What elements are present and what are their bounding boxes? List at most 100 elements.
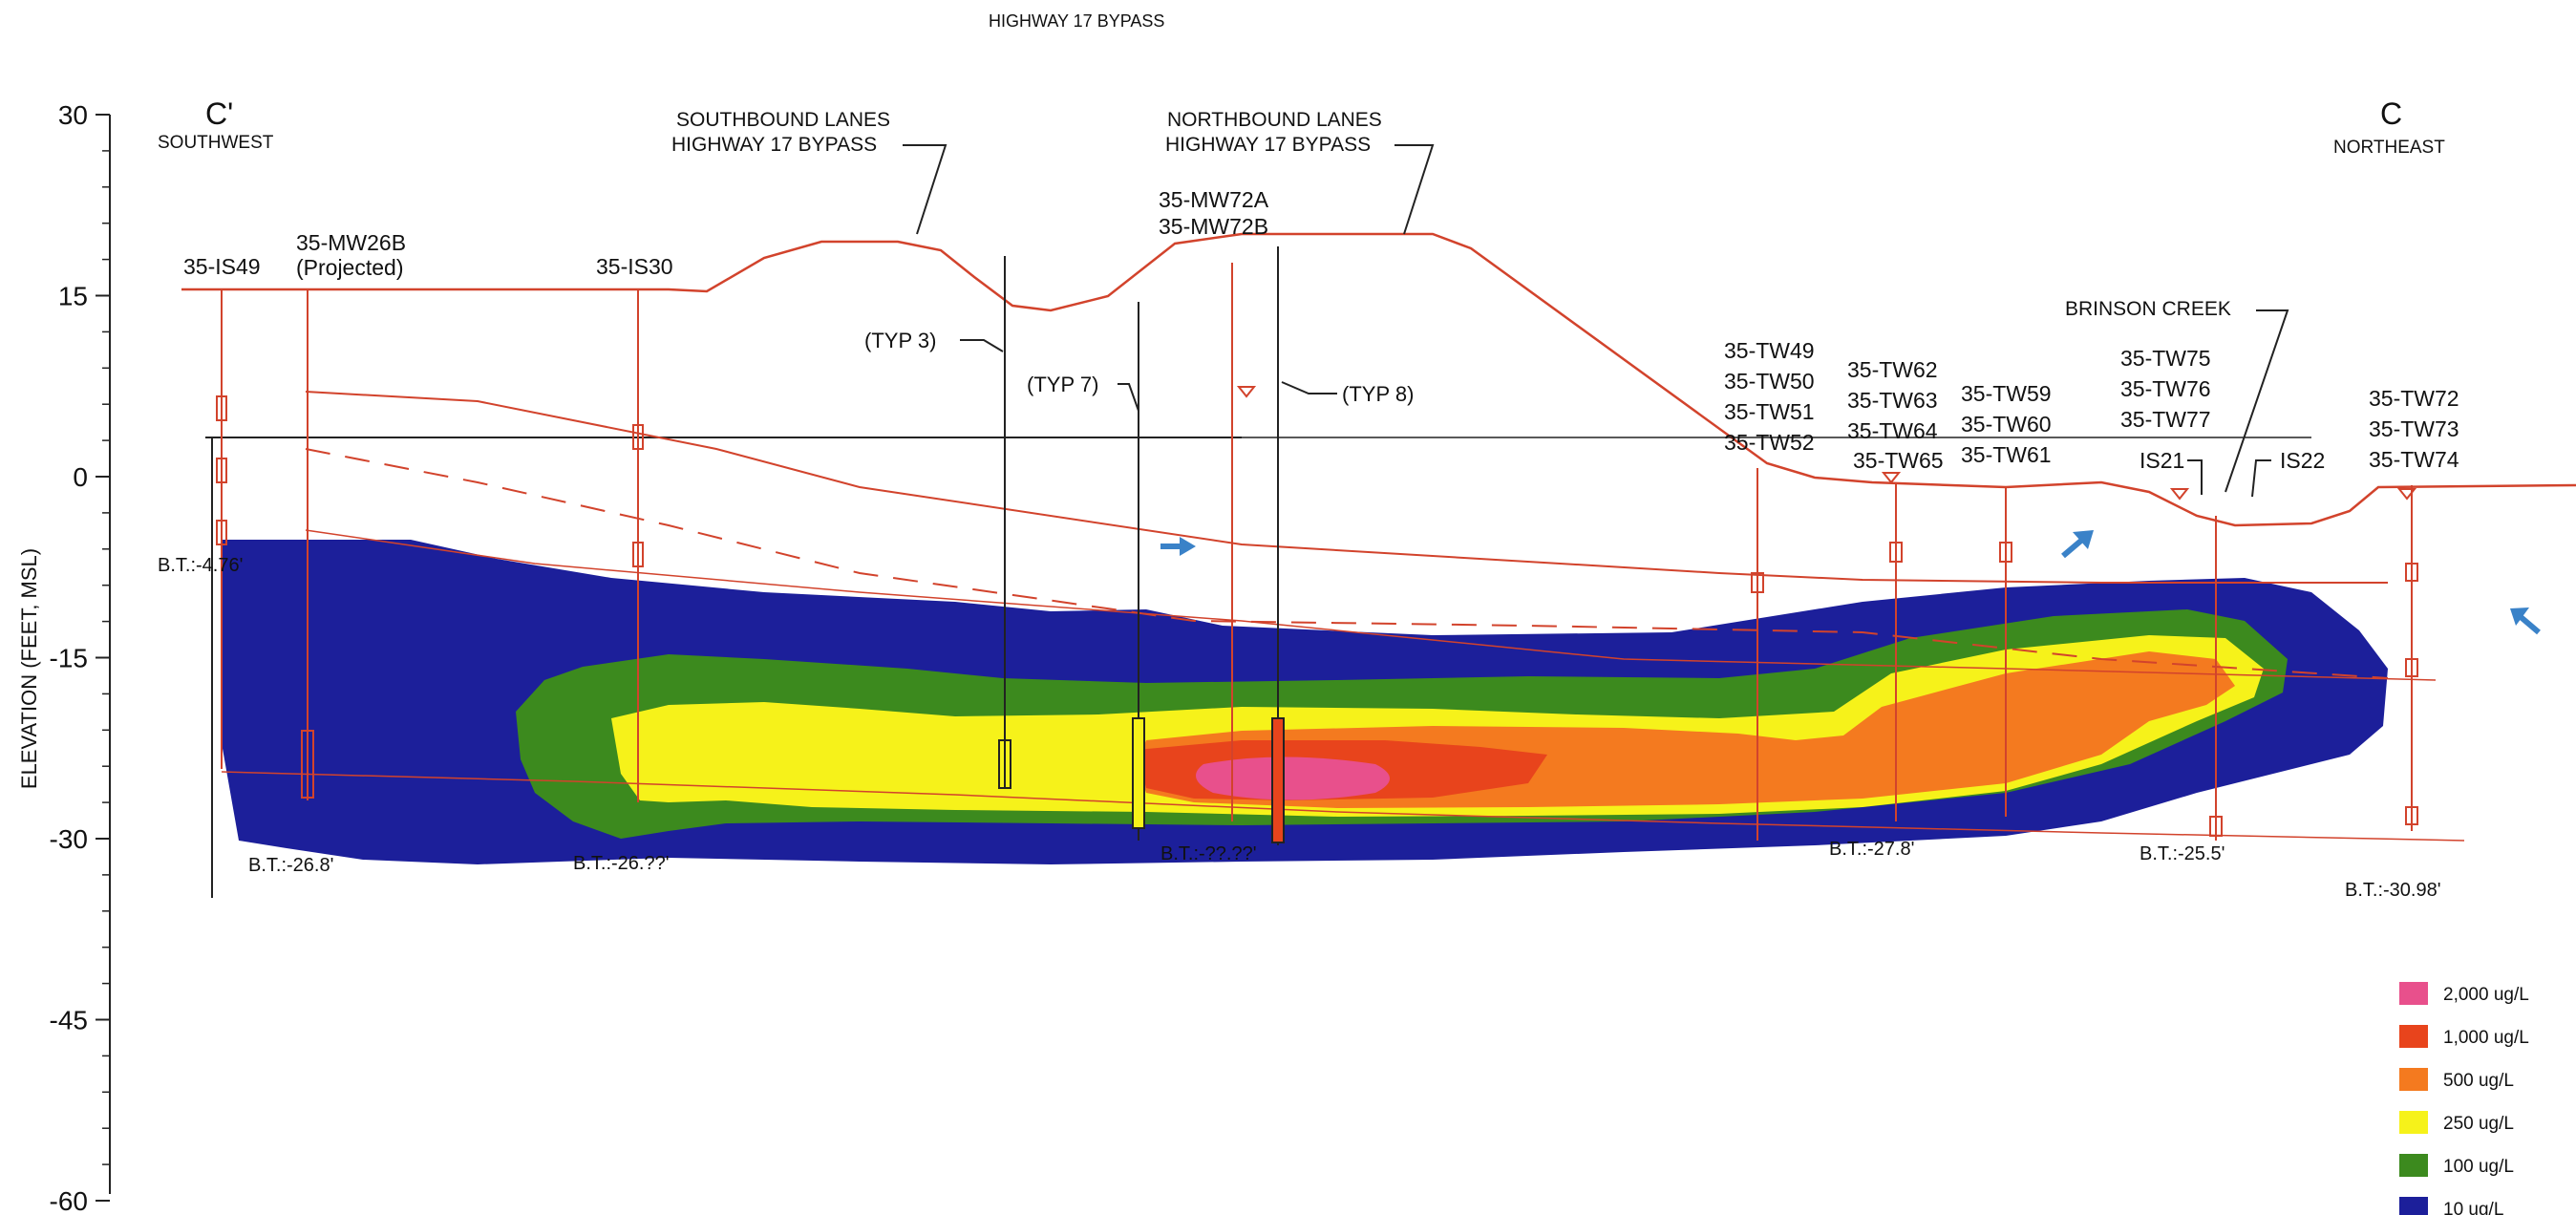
legend-swatch [2399, 1111, 2428, 1134]
legend-swatch [2399, 1154, 2428, 1177]
axis-tick-label: -30 [50, 824, 88, 854]
well-is49-screen [216, 395, 227, 421]
well-label-tw62: 35-TW62 [1847, 357, 1938, 382]
wells [211, 246, 2418, 898]
water-level-symbol [2169, 488, 2190, 501]
well-is30-screen [632, 424, 644, 450]
well-label-is49: 35-IS49 [183, 254, 261, 279]
well-is49-screen-2 [216, 458, 227, 483]
right-end-direction: NORTHEAST [2333, 138, 2445, 158]
well-label-is30: 35-IS30 [596, 254, 673, 279]
ground-surface-line [181, 232, 2576, 527]
typ3-label: (TYP 3) [864, 329, 936, 352]
flow-arrow-icon [1160, 537, 1196, 556]
well-label-tw77: 35-TW77 [2120, 407, 2211, 432]
well-label-tw52: 35-TW52 [1724, 430, 1815, 455]
well-label-tw60: 35-TW60 [1961, 412, 2052, 437]
boring-total-label: B.T.:-27.8' [1829, 839, 1914, 860]
well-label-mw26b: 35-MW26B [296, 230, 406, 255]
concentration-legend: 2,000 ug/L 1,000 ug/L 500 ug/L 250 ug/L 100 … [2399, 982, 2529, 1215]
water-level-symbols [1236, 386, 2417, 501]
stratigraphy-line-2 [305, 448, 2389, 679]
axis-tick-label: 30 [58, 100, 88, 130]
flow-arrow-icon [2061, 530, 2094, 559]
well-mw26b-screen [301, 730, 314, 799]
water-level-symbol [2396, 488, 2417, 501]
labels: HIGHWAY 17 BYPASS C' SOUTHWEST C NORTHEA… [158, 11, 2459, 901]
well-is30-screen-2 [632, 542, 644, 567]
typ8-leader [1281, 381, 1337, 394]
well-label-tw61: 35-TW61 [1961, 442, 2052, 467]
water-level-symbol [1236, 386, 1257, 398]
right-end-letter: C [2380, 96, 2402, 131]
axis-tick-label: 15 [58, 282, 88, 311]
axis-label: ELEVATION (FEET, MSL) [17, 548, 41, 789]
legend-label: 500 ug/L [2443, 1071, 2514, 1091]
boring-total-label: B.T.:-25.5' [2140, 843, 2225, 864]
boring-total-label: B.T.:-??.??' [1160, 843, 1257, 864]
well-label-is22: IS22 [2280, 448, 2325, 473]
well-typ7-screen [1132, 717, 1145, 829]
legend-swatch [2399, 982, 2428, 1005]
stratigraphy-line-1 [305, 391, 2388, 584]
well-label-tw65: 35-TW65 [1853, 448, 1944, 473]
southbound-label-2: HIGHWAY 17 BYPASS [671, 134, 877, 156]
elevation-axis: 30 15 0 -15 -30 -45 -60 ELEVATION (FEET, MSL) [17, 100, 111, 1215]
well-tw49-screen [1751, 572, 1764, 593]
flow-arrows [1160, 530, 2541, 635]
major-ticks: 30 15 0 -15 -30 -45 -60 [50, 100, 110, 1215]
well-label-mw72b: 35-MW72B [1159, 214, 1268, 239]
typ7-label: (TYP 7) [1027, 373, 1098, 396]
stratigraphy-line-4 [221, 771, 2465, 842]
well-label-tw64: 35-TW64 [1847, 418, 1938, 443]
boring-total-label: B.T.:-26.8' [248, 855, 333, 876]
legend-label: 2,000 ug/L [2443, 985, 2529, 1005]
legend-swatch [2399, 1025, 2428, 1048]
well-tw72-screen [2405, 563, 2418, 582]
creek-leader [2225, 309, 2289, 493]
well-label-tw49: 35-TW49 [1724, 338, 1815, 363]
well-is49-screen-3 [216, 520, 227, 545]
well-label-tw74: 35-TW74 [2369, 447, 2459, 472]
typ7-leader [1118, 383, 1139, 412]
well-label-tw76: 35-TW76 [2120, 376, 2211, 401]
southbound-label-1: SOUTHBOUND LANES [676, 109, 890, 131]
well-typ3-screen [998, 739, 1011, 789]
well-mw72b-screen [1271, 717, 1285, 843]
left-end-letter: C' [205, 96, 233, 131]
well-tw75-screen [2209, 816, 2223, 837]
well-label-tw50: 35-TW50 [1724, 369, 1815, 394]
legend-swatch [2399, 1197, 2428, 1215]
well-label-tw72: 35-TW72 [2369, 386, 2459, 411]
well-tw72-screen-3 [2405, 806, 2418, 825]
well-label-mw72a: 35-MW72A [1159, 187, 1269, 212]
well-label-tw63: 35-TW63 [1847, 388, 1938, 413]
well-label-tw75: 35-TW75 [2120, 346, 2211, 371]
southbound-leader [903, 144, 947, 235]
is22-leader [2251, 459, 2271, 498]
boring-total-label: B.T.:-30.98' [2345, 880, 2441, 901]
northbound-label-1: NORTHBOUND LANES [1167, 109, 1382, 131]
profile-lines [181, 232, 2576, 842]
axis-tick-label: 0 [73, 462, 88, 492]
creek-label: BRINSON CREEK [2065, 298, 2231, 320]
well-tw62-screen [1889, 542, 1903, 563]
boring-total-label: B.T.:-26.??' [573, 853, 670, 874]
well-label-tw51: 35-TW51 [1724, 399, 1815, 424]
is21-leader [2187, 459, 2203, 495]
plume-group [222, 540, 2388, 864]
northbound-label-2: HIGHWAY 17 BYPASS [1165, 134, 1371, 156]
well-label-tw59: 35-TW59 [1961, 381, 2052, 406]
legend-label: 10 ug/L [2443, 1200, 2503, 1215]
legend-label: 1,000 ug/L [2443, 1028, 2529, 1048]
axis-tick-label: -45 [50, 1006, 88, 1035]
legend-label: 100 ug/L [2443, 1157, 2514, 1177]
well-label-is21: IS21 [2140, 448, 2184, 473]
axis-tick-label: -60 [50, 1186, 88, 1215]
axis-tick-label: -15 [50, 644, 88, 673]
northbound-leader [1394, 144, 1435, 235]
well-tw59-screen [1999, 542, 2012, 563]
well-label-tw73: 35-TW73 [2369, 416, 2459, 441]
water-level-symbol [1881, 472, 1902, 484]
